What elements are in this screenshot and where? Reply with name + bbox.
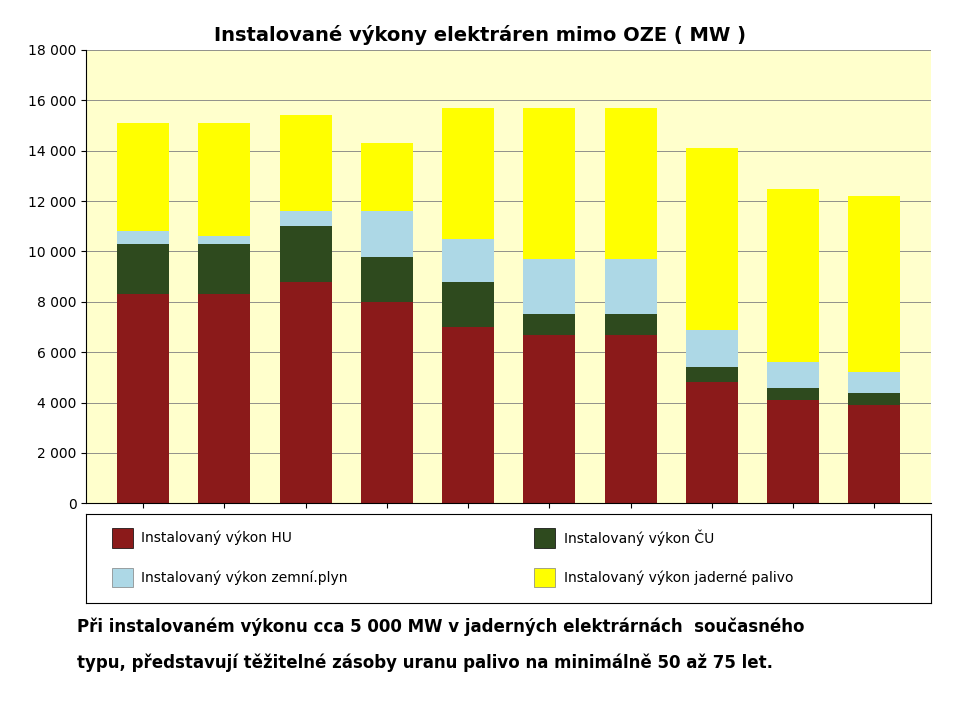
Bar [199, 236, 251, 244]
Bar [117, 244, 169, 294]
Bar [534, 568, 555, 587]
Bar [199, 294, 251, 503]
Bar [443, 327, 494, 503]
Bar [111, 528, 132, 548]
Bar [685, 383, 738, 503]
Bar [523, 259, 575, 314]
Bar [605, 259, 657, 314]
Text: typu, představují těžitelné zásoby uranu palivo na minimálně 50 až 75 let.: typu, představují těžitelné zásoby uranu… [77, 653, 773, 672]
Bar [199, 244, 251, 294]
Bar [199, 123, 251, 236]
Text: Instalovaný výkon jaderné palivo: Instalovaný výkon jaderné palivo [564, 570, 793, 585]
Bar [849, 196, 900, 373]
Text: Instalovaný výkon zemní.plyn: Instalovaný výkon zemní.plyn [141, 570, 348, 585]
Bar [685, 330, 738, 367]
Bar [523, 108, 575, 259]
Bar [523, 314, 575, 335]
Bar [605, 108, 657, 259]
Bar [534, 528, 555, 548]
Bar [767, 362, 819, 388]
Bar [605, 314, 657, 335]
Text: Při instalovaném výkonu cca 5 000 MW v jaderných elektrárnách  současného: Při instalovaném výkonu cca 5 000 MW v j… [77, 618, 804, 636]
Bar [443, 239, 494, 282]
Bar [685, 367, 738, 383]
Bar [849, 373, 900, 393]
Bar [361, 256, 413, 302]
Bar [117, 123, 169, 231]
Bar [117, 231, 169, 244]
Text: Instalované výkony elektráren mimo OZE ( MW ): Instalované výkony elektráren mimo OZE (… [214, 25, 746, 45]
Bar [279, 116, 332, 211]
Bar [111, 568, 132, 587]
Bar [849, 405, 900, 503]
Bar [361, 211, 413, 256]
Bar [361, 302, 413, 503]
Bar [767, 400, 819, 503]
Text: Instalovaný výkon HU: Instalovaný výkon HU [141, 531, 292, 545]
Bar [443, 108, 494, 239]
Bar [523, 335, 575, 503]
Bar [685, 149, 738, 330]
Bar [361, 144, 413, 211]
Bar [605, 335, 657, 503]
Bar [279, 211, 332, 226]
Bar [767, 388, 819, 400]
Bar [279, 282, 332, 503]
Text: Instalovaný výkon ČU: Instalovaný výkon ČU [564, 530, 714, 546]
Bar [767, 188, 819, 362]
Bar [443, 282, 494, 327]
Bar [849, 393, 900, 405]
Bar [279, 226, 332, 282]
Bar [117, 294, 169, 503]
